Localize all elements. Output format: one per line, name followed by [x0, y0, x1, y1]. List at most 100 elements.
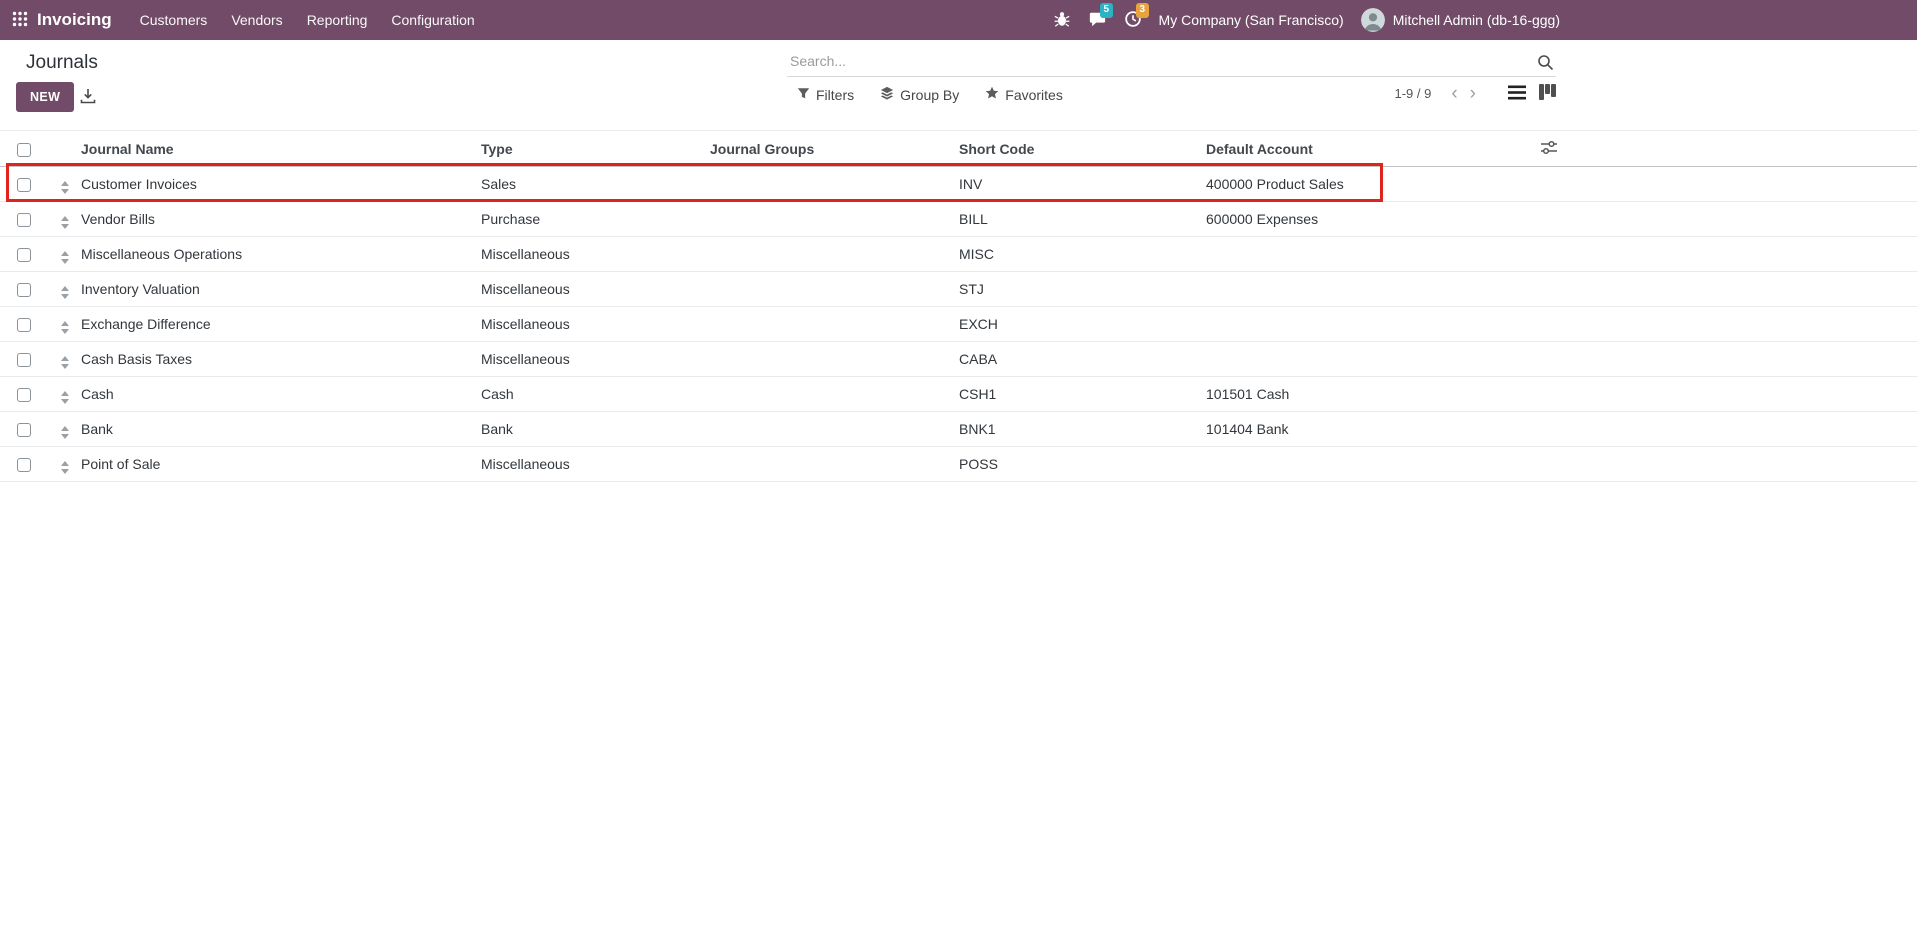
journal-account-cell[interactable] — [1204, 271, 1917, 307]
journal-groups-cell[interactable] — [708, 411, 957, 447]
journal-shortcode-cell[interactable]: BILL — [957, 201, 1204, 237]
journal-shortcode-cell[interactable]: POSS — [957, 446, 1204, 482]
table-row[interactable]: Customer Invoices Sales INV 400000 Produ… — [0, 166, 1917, 202]
journal-account-cell[interactable] — [1204, 306, 1917, 342]
kanban-view-button[interactable] — [1539, 84, 1556, 103]
optional-columns-button[interactable] — [1541, 140, 1557, 158]
journal-type-cell[interactable]: Bank — [479, 411, 708, 447]
favorites-button[interactable]: Favorites — [985, 86, 1063, 103]
pager-previous-button[interactable]: ‹ — [1445, 84, 1463, 103]
company-switcher[interactable]: My Company (San Francisco) — [1158, 12, 1344, 28]
journal-type-cell[interactable]: Cash — [479, 376, 708, 412]
journal-name-cell[interactable]: Customer Invoices — [78, 166, 479, 202]
journal-name-cell[interactable]: Cash Basis Taxes — [78, 341, 479, 377]
journal-groups-cell[interactable] — [708, 271, 957, 307]
journal-shortcode-cell[interactable]: EXCH — [957, 306, 1204, 342]
row-checkbox[interactable] — [17, 388, 31, 403]
journal-account-cell[interactable]: 400000 Product Sales — [1204, 166, 1917, 202]
row-checkbox[interactable] — [17, 318, 31, 333]
user-menu[interactable]: Mitchell Admin (db-16-ggg) — [1392, 12, 1560, 28]
drag-handle-icon[interactable] — [59, 284, 71, 301]
journal-shortcode-cell[interactable]: MISC — [957, 236, 1204, 272]
journal-type-cell[interactable]: Miscellaneous — [479, 341, 708, 377]
table-row[interactable]: Cash Cash CSH1 101501 Cash — [0, 376, 1917, 412]
header-short-code[interactable]: Short Code — [957, 130, 1204, 167]
journal-type-cell[interactable]: Miscellaneous — [479, 306, 708, 342]
journal-name-cell[interactable]: Exchange Difference — [78, 306, 479, 342]
new-button[interactable]: NEW — [16, 82, 75, 112]
journal-type-cell[interactable]: Sales — [479, 166, 708, 202]
journal-name-cell[interactable]: Miscellaneous Operations — [78, 236, 479, 272]
journal-account-cell[interactable] — [1204, 236, 1917, 272]
table-row[interactable]: Inventory Valuation Miscellaneous STJ — [0, 271, 1917, 307]
journal-shortcode-cell[interactable]: STJ — [957, 271, 1204, 307]
drag-handle-icon[interactable] — [59, 354, 71, 371]
debug-menu-button[interactable] — [1053, 10, 1071, 31]
table-row[interactable]: Cash Basis Taxes Miscellaneous CABA — [0, 341, 1917, 377]
journal-account-cell[interactable]: 600000 Expenses — [1204, 201, 1917, 237]
drag-handle-icon[interactable] — [59, 214, 71, 231]
menu-item-customers[interactable]: Customers — [139, 12, 208, 28]
journal-groups-cell[interactable] — [708, 446, 957, 482]
journal-account-cell[interactable] — [1204, 341, 1917, 377]
journal-shortcode-cell[interactable]: BNK1 — [957, 411, 1204, 447]
journal-account-cell[interactable] — [1204, 446, 1917, 482]
journal-account-cell[interactable]: 101501 Cash — [1204, 376, 1917, 412]
journal-groups-cell[interactable] — [708, 341, 957, 377]
drag-handle-icon[interactable] — [59, 424, 71, 441]
activities-button[interactable]: 3 — [1124, 2, 1150, 31]
table-row[interactable]: Miscellaneous Operations Miscellaneous M… — [0, 236, 1917, 272]
journal-account-cell[interactable]: 101404 Bank — [1204, 411, 1917, 447]
row-checkbox[interactable] — [17, 458, 31, 473]
messages-button[interactable]: 5 — [1088, 2, 1114, 31]
group-by-button[interactable]: Group By — [880, 86, 959, 103]
row-checkbox[interactable] — [17, 283, 31, 298]
drag-handle-icon[interactable] — [59, 319, 71, 336]
apps-menu-button[interactable] — [12, 11, 28, 30]
journal-name-cell[interactable]: Cash — [78, 376, 479, 412]
magnifier-icon[interactable] — [1537, 54, 1554, 76]
header-journal-name[interactable]: Journal Name — [78, 130, 479, 167]
list-view-button[interactable] — [1508, 85, 1526, 103]
table-row[interactable]: Point of Sale Miscellaneous POSS — [0, 446, 1917, 482]
row-checkbox[interactable] — [17, 178, 31, 193]
journal-type-cell[interactable]: Miscellaneous — [479, 271, 708, 307]
drag-handle-icon[interactable] — [59, 459, 71, 476]
journal-shortcode-cell[interactable]: INV — [957, 166, 1204, 202]
journal-groups-cell[interactable] — [708, 306, 957, 342]
app-name[interactable]: Invoicing — [37, 10, 112, 29]
journal-name-cell[interactable]: Inventory Valuation — [78, 271, 479, 307]
filters-button[interactable]: Filters — [797, 87, 854, 103]
journal-groups-cell[interactable] — [708, 376, 957, 412]
journal-type-cell[interactable]: Miscellaneous — [479, 446, 708, 482]
row-checkbox[interactable] — [17, 213, 31, 228]
header-journal-groups[interactable]: Journal Groups — [708, 130, 957, 167]
select-all-checkbox[interactable] — [17, 142, 31, 157]
export-button[interactable] — [80, 88, 96, 107]
user-avatar[interactable] — [1360, 8, 1385, 32]
drag-handle-icon[interactable] — [59, 249, 71, 266]
menu-item-vendors[interactable]: Vendors — [231, 12, 283, 28]
journal-shortcode-cell[interactable]: CABA — [957, 341, 1204, 377]
table-row[interactable]: Exchange Difference Miscellaneous EXCH — [0, 306, 1917, 342]
row-checkbox[interactable] — [17, 423, 31, 438]
table-row[interactable]: Bank Bank BNK1 101404 Bank — [0, 411, 1917, 447]
journal-type-cell[interactable]: Miscellaneous — [479, 236, 708, 272]
journal-type-cell[interactable]: Purchase — [479, 201, 708, 237]
journal-groups-cell[interactable] — [708, 166, 957, 202]
menu-item-reporting[interactable]: Reporting — [306, 12, 368, 28]
journal-name-cell[interactable]: Bank — [78, 411, 479, 447]
journal-shortcode-cell[interactable]: CSH1 — [957, 376, 1204, 412]
search-input[interactable] — [787, 48, 1556, 77]
table-row[interactable]: Vendor Bills Purchase BILL 600000 Expens… — [0, 201, 1917, 237]
menu-item-configuration[interactable]: Configuration — [391, 12, 475, 28]
journal-groups-cell[interactable] — [708, 201, 957, 237]
drag-handle-icon[interactable] — [59, 389, 71, 406]
header-type[interactable]: Type — [479, 130, 708, 167]
header-default-account[interactable]: Default Account — [1204, 130, 1917, 167]
drag-handle-icon[interactable] — [59, 179, 71, 196]
row-checkbox[interactable] — [17, 248, 31, 263]
journal-name-cell[interactable]: Point of Sale — [78, 446, 479, 482]
row-checkbox[interactable] — [17, 353, 31, 368]
journal-name-cell[interactable]: Vendor Bills — [78, 201, 479, 237]
